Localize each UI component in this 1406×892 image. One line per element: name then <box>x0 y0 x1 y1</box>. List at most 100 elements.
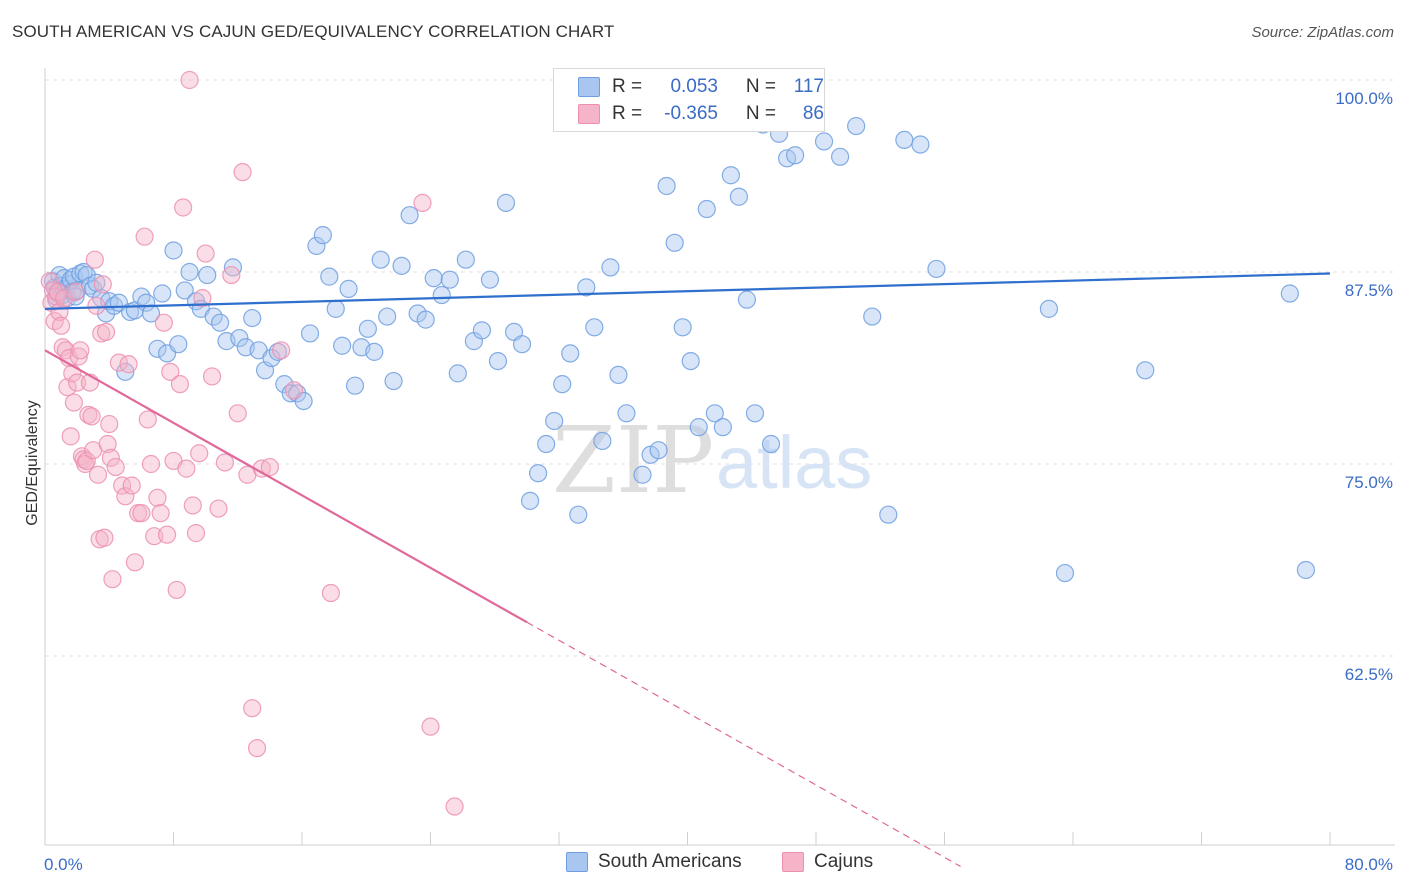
cajun-point <box>68 373 87 392</box>
south-american-point <box>148 339 167 358</box>
cajun-point <box>138 410 157 429</box>
cajun-point <box>193 289 212 308</box>
south-american-point <box>911 135 930 154</box>
legend-row-cajuns: R = -0.365 N = 86 <box>554 101 824 127</box>
south-american-point <box>863 307 882 326</box>
cajun-point <box>284 381 304 400</box>
south-american-point <box>585 318 604 337</box>
south-american-point <box>665 233 684 252</box>
south-american-point <box>384 371 403 391</box>
south-american-point <box>1296 560 1316 580</box>
cajun-point <box>421 717 440 736</box>
cajun-point <box>119 355 138 374</box>
south-american-point <box>830 147 850 166</box>
cajun-point <box>228 404 247 423</box>
south-american-point <box>313 226 332 245</box>
south-american-point <box>847 116 866 136</box>
south-american-point <box>326 299 345 318</box>
y-axis-label: GED/Equivalency <box>24 400 41 525</box>
south-american-point <box>307 236 326 255</box>
south-american-point <box>400 206 419 225</box>
south-american-point <box>577 278 596 297</box>
south-american-point <box>601 258 620 277</box>
axes <box>44 68 1395 846</box>
cajun-point <box>174 198 193 217</box>
cajun-point <box>413 193 432 212</box>
south-american-point <box>345 376 365 395</box>
south-american-point <box>1136 361 1155 380</box>
cajun-point <box>71 341 90 360</box>
series-legend: South Americans Cajuns <box>0 851 1406 877</box>
stats-legend: R = 0.053 N = 117 R = -0.365 N = 86 <box>553 68 825 132</box>
cajun-point <box>98 434 117 454</box>
south-american-point <box>132 287 151 306</box>
cajun-trend-line <box>44 349 528 624</box>
south-american-point <box>456 250 475 269</box>
south-american-point <box>609 365 628 385</box>
legend-label-cajuns: Cajuns <box>814 851 874 872</box>
y-tick-label: 62.5% <box>1345 665 1393 684</box>
cajun-point <box>209 499 228 518</box>
y-tick-label: 100.0% <box>1335 89 1393 108</box>
legend-row-south-americans: R = 0.053 N = 117 <box>554 74 824 100</box>
south-american-point <box>198 265 217 285</box>
south-american-point <box>561 344 580 363</box>
cajun-point <box>103 570 122 589</box>
cajun-point <box>157 525 177 544</box>
south-american-point <box>243 308 262 328</box>
south-american-point <box>488 351 508 371</box>
south-american-point <box>392 256 411 275</box>
legend-swatch-blue <box>566 852 588 872</box>
south-american-point <box>175 281 194 300</box>
cajun-point <box>61 427 80 446</box>
south-american-point <box>689 418 708 437</box>
cajun-point <box>85 250 104 269</box>
cajun-trend-line-extension <box>526 621 961 867</box>
south-american-point <box>705 404 724 423</box>
cajun-point <box>77 451 96 471</box>
watermark-atlas: atlas <box>716 421 872 504</box>
cajun-point <box>116 487 135 506</box>
y-tick-label: 75.0% <box>1345 473 1393 492</box>
legend-swatch-blue <box>578 77 600 97</box>
cajun-point <box>222 265 241 285</box>
cajun-point <box>64 393 84 412</box>
watermark: ZIP atlas <box>552 407 872 514</box>
cajun-point <box>272 341 291 360</box>
legend-n-value: 86 <box>802 103 824 124</box>
south-american-point <box>416 310 435 329</box>
south-american-point <box>1055 563 1075 583</box>
cajun-point <box>202 367 222 386</box>
source-label: Source: ZipAtlas.com <box>1251 24 1394 41</box>
south-american-point <box>786 146 805 165</box>
south-american-point <box>432 285 451 305</box>
cajun-point <box>122 476 141 495</box>
legend-item-south-americans[interactable]: South Americans <box>566 851 742 873</box>
cajun-point <box>55 289 74 308</box>
cajun-point <box>445 797 464 816</box>
legend-label-south-americans: South Americans <box>598 851 742 872</box>
legend-n-label: N = <box>745 76 776 97</box>
south-american-point <box>230 328 249 348</box>
cajun-point <box>196 244 215 263</box>
trend-lines <box>44 272 1331 867</box>
cajun-point <box>45 312 64 331</box>
south-american-point <box>697 199 716 219</box>
cajun-point <box>177 459 196 478</box>
legend-item-cajuns[interactable]: Cajuns <box>782 851 873 873</box>
south-american-point <box>617 404 636 423</box>
cajun-point <box>161 362 180 381</box>
south-american-point <box>895 130 914 150</box>
cajun-point <box>186 524 206 543</box>
cajun-point <box>69 347 88 366</box>
south-american-point <box>153 284 172 303</box>
cajun-point <box>141 454 161 474</box>
legend-r-label: R = <box>612 76 643 97</box>
cajun-point <box>95 528 114 547</box>
south-american-point <box>169 335 188 354</box>
south-american-point <box>320 267 339 286</box>
south-american-point <box>448 364 467 383</box>
cajun-point <box>112 476 132 495</box>
south-american-point <box>371 250 390 269</box>
